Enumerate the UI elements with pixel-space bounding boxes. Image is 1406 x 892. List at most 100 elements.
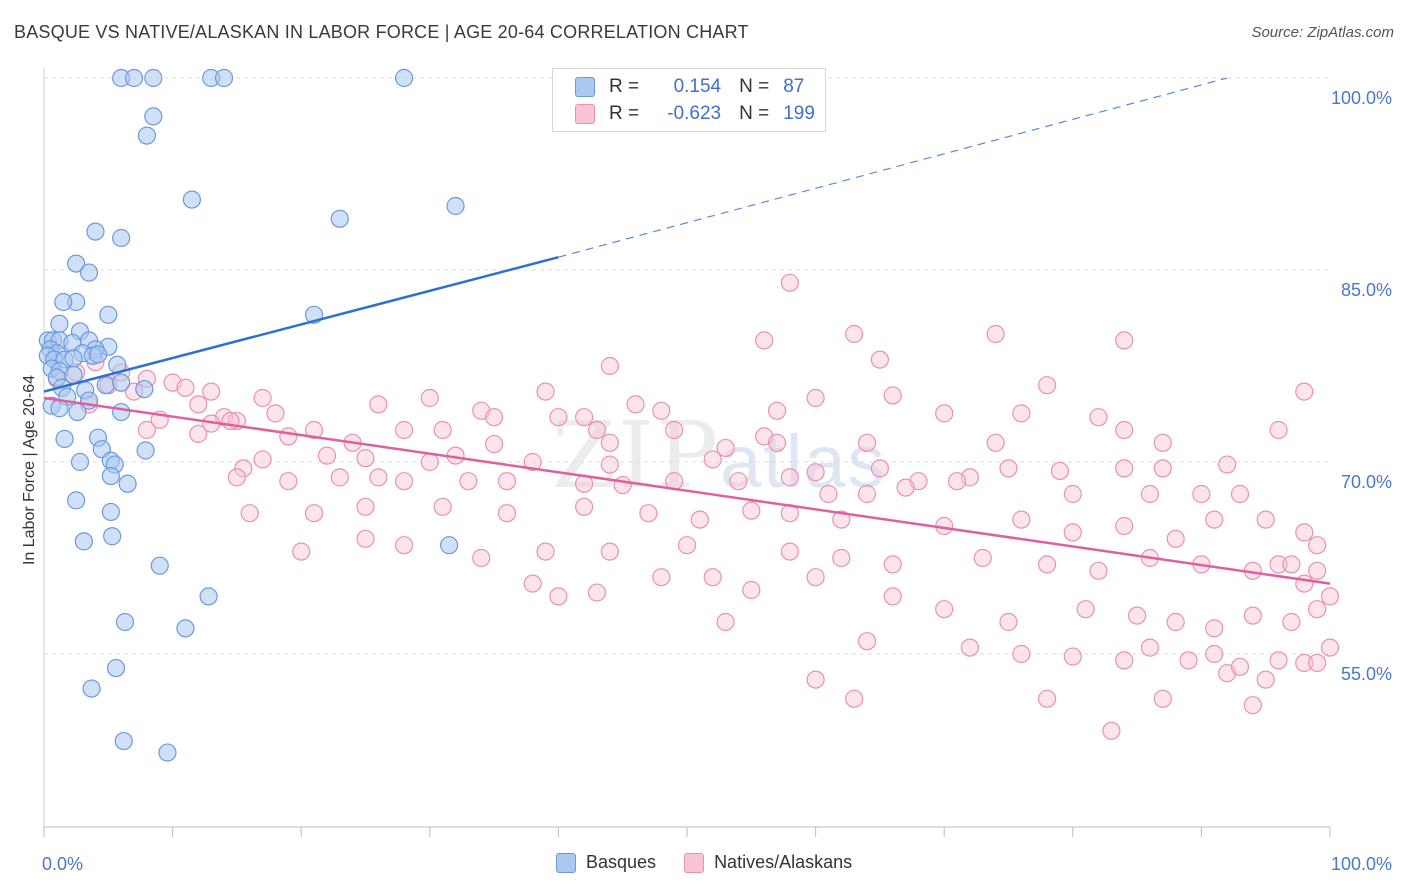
point-natives [1192, 484, 1211, 504]
point-natives [575, 497, 594, 516]
legend-swatch-basques [575, 77, 595, 97]
point-natives [394, 536, 414, 555]
point-basques [144, 107, 163, 126]
point-basques [74, 532, 93, 551]
point-natives [1063, 484, 1082, 504]
point-natives [600, 542, 619, 561]
source-label: Source: ZipAtlas.com [1251, 24, 1394, 41]
point-basques [214, 68, 234, 88]
point-natives [1012, 644, 1031, 664]
point-natives [420, 452, 439, 472]
point-natives [986, 433, 1005, 452]
legend-r-label: R = [609, 76, 640, 97]
point-natives [755, 331, 774, 350]
point-basques [99, 305, 118, 324]
point-natives [240, 504, 259, 523]
point-basques [136, 441, 155, 460]
point-basques [106, 658, 126, 678]
watermark-atlas: atlas [720, 420, 887, 503]
point-natives [485, 434, 504, 454]
y-tick-label: 85.0% [1341, 280, 1392, 300]
legend-r-label: R = [609, 103, 640, 124]
chart-title: BASQUE VS NATIVE/ALASKAN IN LABOR FORCE … [14, 22, 749, 42]
point-basques [64, 349, 83, 368]
point-natives [1050, 461, 1070, 481]
point-natives [234, 459, 253, 478]
point-natives [806, 670, 825, 689]
trendline-natives [43, 396, 1331, 585]
point-natives [1282, 612, 1301, 632]
point-natives [549, 408, 568, 427]
point-natives [1153, 689, 1172, 708]
point-natives [600, 455, 619, 474]
point-natives [600, 356, 619, 376]
point-natives [304, 420, 324, 440]
point-natives [1127, 606, 1147, 625]
bottom-legend: Basques Natives/Alaskans [556, 852, 880, 873]
point-natives [742, 501, 761, 520]
point-natives [1243, 606, 1262, 625]
point-natives [1179, 651, 1198, 670]
point-natives [1282, 555, 1301, 574]
point-basques [79, 263, 99, 282]
point-natives [1037, 376, 1057, 395]
point-natives [1269, 651, 1288, 670]
point-natives [549, 587, 568, 606]
point-natives [1205, 619, 1224, 638]
trendline-basques [43, 255, 559, 393]
point-natives [935, 600, 954, 619]
point-natives [137, 420, 156, 440]
point-natives [703, 568, 722, 587]
point-natives [304, 504, 324, 523]
point-natives [575, 408, 594, 427]
point-natives [1308, 536, 1327, 555]
point-natives [716, 612, 735, 632]
point-natives [266, 404, 285, 423]
point-natives [626, 395, 645, 414]
point-natives [780, 273, 799, 292]
point-natives [1153, 433, 1172, 452]
point-basques [50, 314, 69, 333]
point-natives [742, 580, 761, 600]
point-basques [137, 126, 156, 145]
bottom-legend-label: Natives/Alaskans [714, 852, 853, 872]
point-basques [150, 556, 169, 575]
point-natives [189, 424, 208, 443]
point-natives [1295, 653, 1314, 673]
point-natives [317, 446, 337, 465]
point-natives [1230, 484, 1250, 504]
point-basques [118, 474, 137, 493]
point-basques [182, 190, 201, 209]
point-natives [279, 427, 298, 446]
point-natives [613, 475, 632, 495]
point-natives [1308, 600, 1327, 619]
point-natives [1205, 644, 1224, 664]
trendline-basques-extension [558, 77, 1228, 258]
point-natives [1115, 651, 1134, 670]
point-natives [497, 504, 517, 523]
point-basques [101, 502, 120, 522]
point-natives [639, 504, 658, 523]
legend-swatch-natives [575, 104, 595, 124]
point-basques [86, 222, 105, 241]
point-natives [202, 382, 221, 401]
point-natives [523, 452, 542, 472]
point-natives [1140, 484, 1160, 504]
point-basques [158, 743, 177, 762]
legend-n-value: 87 [783, 76, 805, 97]
point-natives [433, 420, 452, 440]
legend-row-natives: R = -0.623 N = 199 [575, 102, 815, 126]
point-natives [1295, 574, 1314, 593]
point-natives [227, 468, 246, 487]
point-natives [652, 568, 671, 587]
point-natives [999, 459, 1018, 478]
point-natives [485, 408, 504, 427]
point-basques [103, 527, 122, 546]
legend: R = 0.154 N = 87 R = -0.623 N = 199 [552, 68, 826, 132]
point-natives [1089, 561, 1108, 580]
point-natives [1308, 561, 1327, 580]
point-natives [780, 542, 799, 561]
point-natives [587, 420, 607, 440]
point-natives [356, 529, 375, 548]
point-natives [857, 632, 877, 651]
